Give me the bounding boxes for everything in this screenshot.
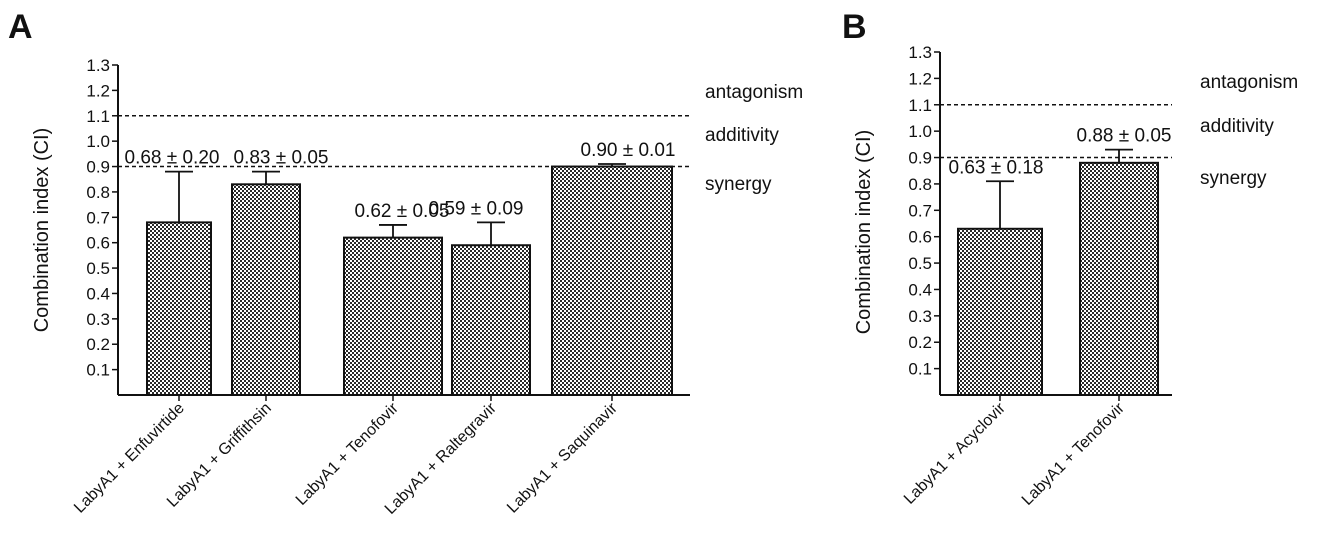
- bar-b: [957, 227, 1043, 396]
- y-tick-label-a: 0.8: [86, 183, 110, 202]
- y-tick-label-b: 0.4: [908, 280, 932, 299]
- panel-a: A Combination index (CI) 0.1 0.2 0.3 0.4 0.5…: [8, 8, 803, 518]
- y-axis-label-a: Combination index (CI): [31, 128, 53, 333]
- value-label-b: 0.88 ± 0.05: [1077, 126, 1172, 147]
- y-tick-label-a: 1.2: [86, 81, 110, 100]
- category-label-a: LabyA1 + Raltegravir: [382, 399, 500, 517]
- value-label-a: 0.90 ± 0.01: [581, 140, 676, 161]
- bar-a: [451, 244, 531, 396]
- y-tick-label-a: 0.4: [86, 284, 110, 303]
- panel-b: B Combination index (CI) 0.1 0.2 0.3 0.4 0.5…: [842, 8, 1298, 509]
- y-tick-label-a: 0.6: [86, 234, 110, 253]
- y-tick-label-a: 1.0: [86, 132, 110, 151]
- y-tick-label-a: 0.5: [86, 259, 110, 278]
- region-label-synergy: synergy: [1200, 168, 1267, 189]
- y-tick-label-b: 1.1: [908, 96, 932, 115]
- y-tick-label-b: 0.3: [908, 307, 932, 326]
- bar-a: [551, 165, 673, 396]
- bar-a: [343, 236, 443, 396]
- panel-letter-a: A: [8, 8, 33, 46]
- panel-letter-b: B: [842, 8, 867, 46]
- region-label-additivity: additivity: [1200, 116, 1274, 137]
- bar-a: [146, 221, 212, 396]
- y-tick-label-b: 1.0: [908, 122, 932, 141]
- y-tick-label-b: 0.1: [908, 360, 932, 379]
- value-label-a: 0.68 ± 0.20: [125, 148, 220, 169]
- y-tick-label-a: 1.1: [86, 107, 110, 126]
- category-label-b: LabyA1 + Tenofovir: [1019, 399, 1128, 508]
- value-label-a: 0.59 ± 0.09: [429, 198, 524, 219]
- value-label-b: 0.63 ± 0.18: [949, 157, 1044, 178]
- bar-b: [1079, 161, 1159, 396]
- bar-a: [231, 183, 301, 396]
- y-axis-label-b: Combination index (CI): [853, 130, 875, 335]
- y-tick-label-b: 0.2: [908, 333, 932, 352]
- y-tick-label-b: 0.9: [908, 149, 932, 168]
- y-tick-label-b: 1.2: [908, 69, 932, 88]
- y-tick-label-a: 0.7: [86, 208, 110, 227]
- y-tick-label-a: 0.1: [86, 361, 110, 380]
- y-tick-label-b: 0.5: [908, 254, 932, 273]
- region-label-synergy: synergy: [705, 174, 772, 195]
- y-tick-label-a: 1.3: [86, 56, 110, 75]
- y-tick-label-b: 1.3: [908, 43, 932, 62]
- category-label-a: LabyA1 + Saquinavir: [504, 399, 621, 516]
- y-tick-label-b: 0.7: [908, 201, 932, 220]
- region-label-antagonism: antagonism: [1200, 72, 1298, 93]
- y-tick-label-a: 0.9: [86, 158, 110, 177]
- y-tick-label-b: 0.8: [908, 175, 932, 194]
- value-label-a: 0.62 ± 0.05: [355, 201, 450, 222]
- category-label-a: LabyA1 + Tenofovir: [293, 399, 402, 508]
- y-tick-label-a: 0.3: [86, 310, 110, 329]
- region-label-additivity: additivity: [705, 125, 779, 146]
- value-label-a: 0.83 ± 0.05: [234, 148, 329, 169]
- y-tick-label-a: 0.2: [86, 335, 110, 354]
- category-label-b: LabyA1 + Acyclovir: [901, 399, 1009, 507]
- y-tick-label-b: 0.6: [908, 228, 932, 247]
- region-label-antagonism: antagonism: [705, 82, 803, 103]
